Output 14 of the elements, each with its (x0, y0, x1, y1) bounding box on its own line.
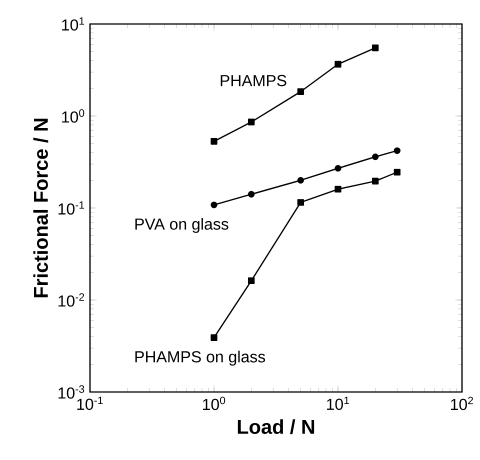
y-tick-label: 10$^{-2}$ (58, 293, 84, 307)
y-axis-title: Frictional Force / N (33, 118, 48, 298)
x-tick-label: 10$^{2}$ (451, 396, 473, 410)
y-tick-label: 10$^{-1}$ (58, 201, 84, 215)
x-tick-label: 10$^{-1}$ (77, 396, 103, 410)
y-tick-label: 10$^{-3}$ (58, 385, 84, 399)
x-axis-title: Load / N (238, 419, 314, 434)
series-label: PHAMPS on glass (135, 350, 266, 366)
x-tick-label: 10$^{0}$ (203, 396, 226, 410)
series-label: PHAMPS (220, 74, 286, 86)
x-tick-label: 10$^{1}$ (327, 396, 350, 410)
y-tick-label: 10$^{1}$ (62, 17, 84, 31)
series-label: PVA on glass (135, 218, 228, 233)
y-tick-label: 10$^{0}$ (62, 109, 84, 123)
